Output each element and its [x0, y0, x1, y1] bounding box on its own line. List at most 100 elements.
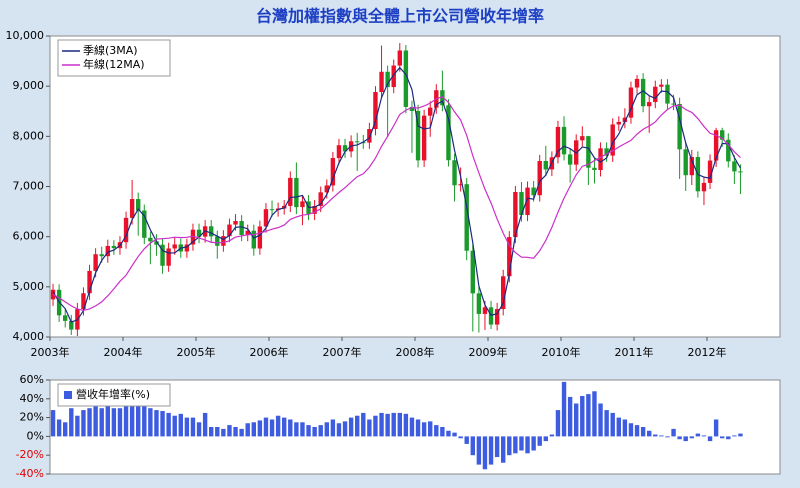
candle-body: [488, 307, 494, 325]
bar: [732, 435, 737, 437]
candle-body: [148, 237, 153, 242]
x-tick-label: 2004年: [104, 345, 143, 359]
candle-body: [738, 171, 743, 173]
chart-title: 台灣加權指數與全體上市公司營收年增率: [256, 7, 544, 26]
bar: [531, 436, 536, 451]
bar: [701, 435, 707, 437]
bar: [178, 413, 183, 437]
candle-body: [513, 192, 518, 238]
candle-body: [373, 92, 378, 130]
bar: [56, 419, 62, 437]
candle-body: [415, 110, 421, 161]
candle-body: [610, 124, 615, 156]
candle-body: [647, 102, 652, 107]
bar: [136, 403, 141, 437]
candle-body: [269, 209, 275, 211]
bar: [117, 408, 123, 437]
candle-body: [586, 136, 591, 168]
bar: [160, 411, 165, 437]
candle-body: [129, 199, 135, 218]
candle-body: [227, 224, 232, 237]
candle-body: [379, 71, 384, 93]
candle-body: [81, 293, 86, 310]
candle-body: [385, 71, 390, 88]
bar: [549, 434, 555, 437]
bar: [324, 422, 329, 437]
candle-body: [622, 117, 628, 122]
candle-body: [701, 182, 707, 192]
bar: [227, 425, 232, 437]
bar: [592, 391, 597, 437]
y-tick-label: 4,000: [13, 330, 45, 343]
bar: [275, 415, 281, 437]
bar: [440, 427, 445, 437]
candle-body: [720, 130, 725, 140]
candle-body: [531, 187, 536, 196]
candle-body: [580, 136, 585, 141]
bar: [482, 436, 488, 470]
candle-body: [160, 244, 165, 266]
candle-body: [93, 254, 98, 271]
bar: [622, 419, 628, 437]
bar: [555, 410, 561, 437]
candle-body: [592, 167, 597, 170]
bar: [683, 436, 688, 442]
bar: [342, 421, 348, 437]
bar: [659, 435, 664, 437]
bar: [318, 425, 323, 437]
bar: [148, 408, 153, 437]
candle-body: [659, 84, 664, 87]
candle-body: [598, 148, 603, 170]
candle-body: [403, 50, 409, 107]
bar: [190, 417, 196, 437]
x-tick-label: 2009年: [469, 345, 508, 359]
plot-area: [49, 35, 781, 338]
bar: [616, 417, 621, 437]
bar: [99, 408, 104, 437]
bar: [598, 403, 603, 437]
candle-body: [628, 87, 634, 118]
bar: [640, 427, 646, 437]
candle-body: [63, 315, 68, 321]
legend-label: 營收年增率(%): [76, 387, 150, 401]
legend-label: 季線(3MA): [83, 43, 138, 57]
candle-body: [154, 241, 159, 245]
bar: [306, 425, 311, 437]
candle-body: [87, 270, 92, 294]
bar: [397, 412, 402, 437]
bar: [634, 425, 640, 437]
candle-body: [294, 177, 299, 208]
bar: [653, 434, 658, 437]
bar: [123, 396, 129, 437]
candle-body: [69, 320, 74, 330]
candle-body: [543, 160, 548, 170]
bar: [720, 436, 725, 439]
candle-body: [355, 141, 360, 143]
candle-body: [665, 84, 670, 104]
bar: [215, 427, 220, 437]
bar: [604, 410, 609, 437]
candle-body: [288, 177, 293, 206]
x-tick-label: 2007年: [323, 345, 362, 359]
bar: [470, 436, 475, 456]
candle-body: [342, 145, 348, 152]
candle-body: [726, 139, 731, 162]
bar: [209, 427, 214, 437]
bar: [494, 436, 500, 458]
x-tick-label: 2005年: [177, 345, 216, 359]
bar: [738, 433, 743, 437]
bar: [367, 419, 372, 437]
bar: [166, 412, 171, 437]
bar: [361, 412, 366, 437]
x-tick-label: 2012年: [688, 345, 727, 359]
candle-body: [257, 226, 263, 249]
candle-body: [446, 105, 451, 161]
ma-line: [52, 66, 741, 323]
legend-box: [57, 383, 171, 407]
bar: [628, 423, 634, 437]
candle-body: [196, 229, 202, 237]
y-tick-label: 6,000: [13, 230, 45, 243]
bar: [689, 436, 694, 439]
